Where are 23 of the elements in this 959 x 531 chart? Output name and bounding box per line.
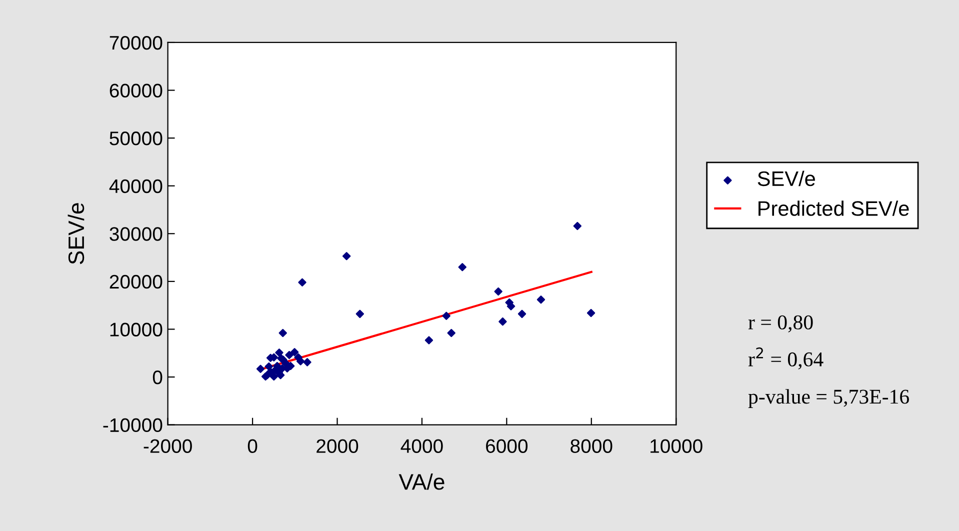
legend-label: SEV/e (758, 170, 815, 186)
y-tick-label: -10000 (103, 418, 162, 432)
x-tick-label: -2000 (144, 439, 192, 453)
y-tick-label: 60000 (110, 84, 162, 98)
x-tick-label: 6000 (486, 439, 528, 453)
x-tick-label: 8000 (570, 439, 612, 453)
y-tick-label: 0 (152, 370, 162, 384)
y-tick-label: 30000 (110, 227, 162, 241)
text: r = 0,80 (748, 315, 813, 332)
y-tick-label: 20000 (110, 274, 162, 289)
y-axis-title: SEV/e (68, 203, 84, 264)
y-tick-label: 40000 (109, 179, 162, 194)
y-tick-label: 50000 (110, 132, 162, 146)
legend-label: Predicted SEV/e (758, 200, 909, 216)
x-tick-label: 0 (248, 439, 258, 453)
x-axis-title: VA/e (398, 473, 444, 490)
text: r$^{2}$ = 0,64 (748, 347, 824, 370)
text: p-value = 5,73E-16 (748, 389, 909, 408)
x-tick-label: 10000 (650, 439, 702, 453)
x-tick-label: 2000 (316, 439, 358, 453)
y-tick-label: 70000 (110, 36, 162, 50)
x-tick-label: 4000 (400, 439, 443, 453)
y-tick-label: 10000 (110, 322, 162, 336)
